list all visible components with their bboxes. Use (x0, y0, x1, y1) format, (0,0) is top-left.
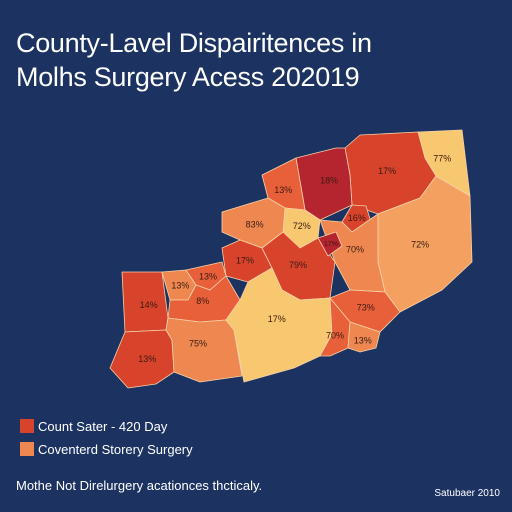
legend-row: Coventerd Storery Surgery (20, 439, 193, 459)
county-label: 13% (171, 280, 189, 290)
county-label: 8% (196, 296, 209, 306)
legend-swatch-2 (20, 442, 34, 456)
county-label: 17% (378, 166, 396, 176)
county-label: 16% (348, 213, 366, 223)
footnote: Mothe Not Direlurgery acationces thctica… (16, 478, 263, 493)
county-labels: 77% 17% 18% 13% 72% 72% 16% 83% 70% 17% 79% 17% 73% 1… (138, 153, 451, 364)
county-label: 13% (138, 354, 156, 364)
county-label: 79% (289, 260, 307, 270)
county-label: 83% (246, 219, 264, 229)
legend: Count Sater - 420 Day Coventerd Storery … (20, 416, 193, 462)
county-label: 17% (268, 314, 286, 324)
county-label: 18% (320, 176, 338, 186)
legend-label-1: Count Sater - 420 Day (38, 418, 168, 434)
county-label: 70% (346, 244, 364, 254)
county-label: 13% (199, 272, 217, 282)
map-title: County-Lavel Dispairitences in Molhs Sur… (16, 26, 372, 94)
date-stamp: Satubaer 2010 (434, 488, 500, 499)
county-center-dark[interactable] (317, 231, 343, 257)
legend-row: Count Sater - 420 Day (20, 416, 193, 436)
map-title-line2: Molhs Surgery Acess 202019 (16, 62, 360, 92)
county-label: 17% (236, 255, 254, 265)
county-label: 14% (140, 300, 158, 310)
county-label: 73% (357, 303, 375, 313)
county-label: 77% (433, 153, 451, 163)
county-label: 17% (324, 241, 338, 248)
county-label: 72% (411, 240, 429, 250)
legend-label-2: Coventerd Storery Surgery (38, 441, 193, 457)
county-label: 70% (326, 331, 344, 341)
county-south-tip[interactable] (347, 321, 381, 353)
map-title-line1: County-Lavel Dispairitences in (16, 28, 372, 58)
county-label: 75% (189, 338, 207, 348)
legend-swatch-1 (20, 419, 34, 433)
county-label: 13% (354, 335, 372, 345)
county-label: 72% (293, 221, 311, 231)
county-label: 13% (274, 185, 292, 195)
county-south-mid[interactable] (165, 317, 243, 383)
